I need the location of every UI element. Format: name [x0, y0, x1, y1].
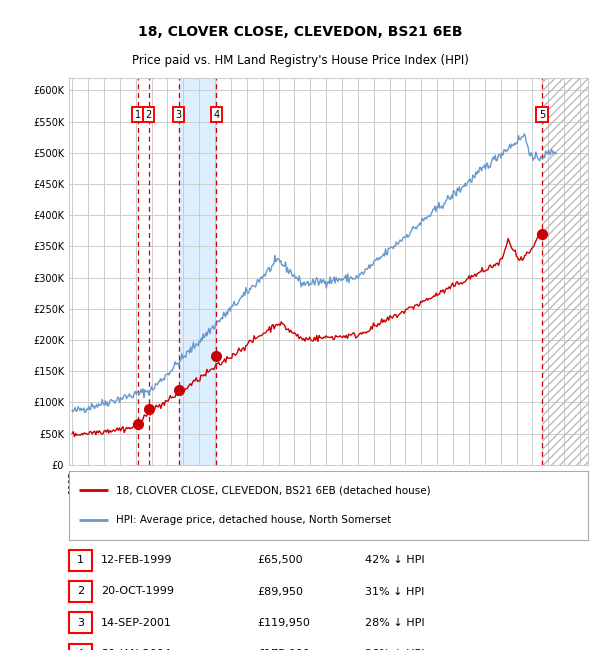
Text: 4: 4 — [77, 649, 84, 650]
Text: £175,000: £175,000 — [257, 649, 310, 650]
Text: 12-FEB-1999: 12-FEB-1999 — [101, 555, 172, 566]
Text: 1: 1 — [77, 555, 84, 566]
Text: 42% ↓ HPI: 42% ↓ HPI — [365, 555, 424, 566]
Text: 2: 2 — [77, 586, 84, 597]
Text: 14-SEP-2001: 14-SEP-2001 — [101, 618, 172, 628]
Text: 3: 3 — [77, 618, 84, 628]
Text: 20-OCT-1999: 20-OCT-1999 — [101, 586, 174, 597]
Text: £65,500: £65,500 — [257, 555, 302, 566]
Text: 2: 2 — [145, 110, 152, 120]
Text: 18, CLOVER CLOSE, CLEVEDON, BS21 6EB (detached house): 18, CLOVER CLOSE, CLEVEDON, BS21 6EB (de… — [116, 486, 430, 495]
Text: £89,950: £89,950 — [257, 586, 303, 597]
Text: 1: 1 — [134, 110, 140, 120]
Text: 28% ↓ HPI: 28% ↓ HPI — [365, 618, 424, 628]
Text: 31% ↓ HPI: 31% ↓ HPI — [365, 586, 424, 597]
Bar — [179, 78, 216, 465]
Text: £119,950: £119,950 — [257, 618, 310, 628]
Bar — [542, 78, 588, 465]
Bar — [542, 78, 588, 465]
Text: 4: 4 — [213, 110, 220, 120]
Text: 3: 3 — [176, 110, 182, 120]
Text: 26% ↓ HPI: 26% ↓ HPI — [365, 649, 424, 650]
Text: HPI: Average price, detached house, North Somerset: HPI: Average price, detached house, Nort… — [116, 515, 391, 525]
Text: 30-JAN-2004: 30-JAN-2004 — [101, 649, 170, 650]
Text: 5: 5 — [539, 110, 545, 120]
Text: Price paid vs. HM Land Registry's House Price Index (HPI): Price paid vs. HM Land Registry's House … — [131, 54, 469, 67]
Text: 18, CLOVER CLOSE, CLEVEDON, BS21 6EB: 18, CLOVER CLOSE, CLEVEDON, BS21 6EB — [138, 25, 462, 39]
